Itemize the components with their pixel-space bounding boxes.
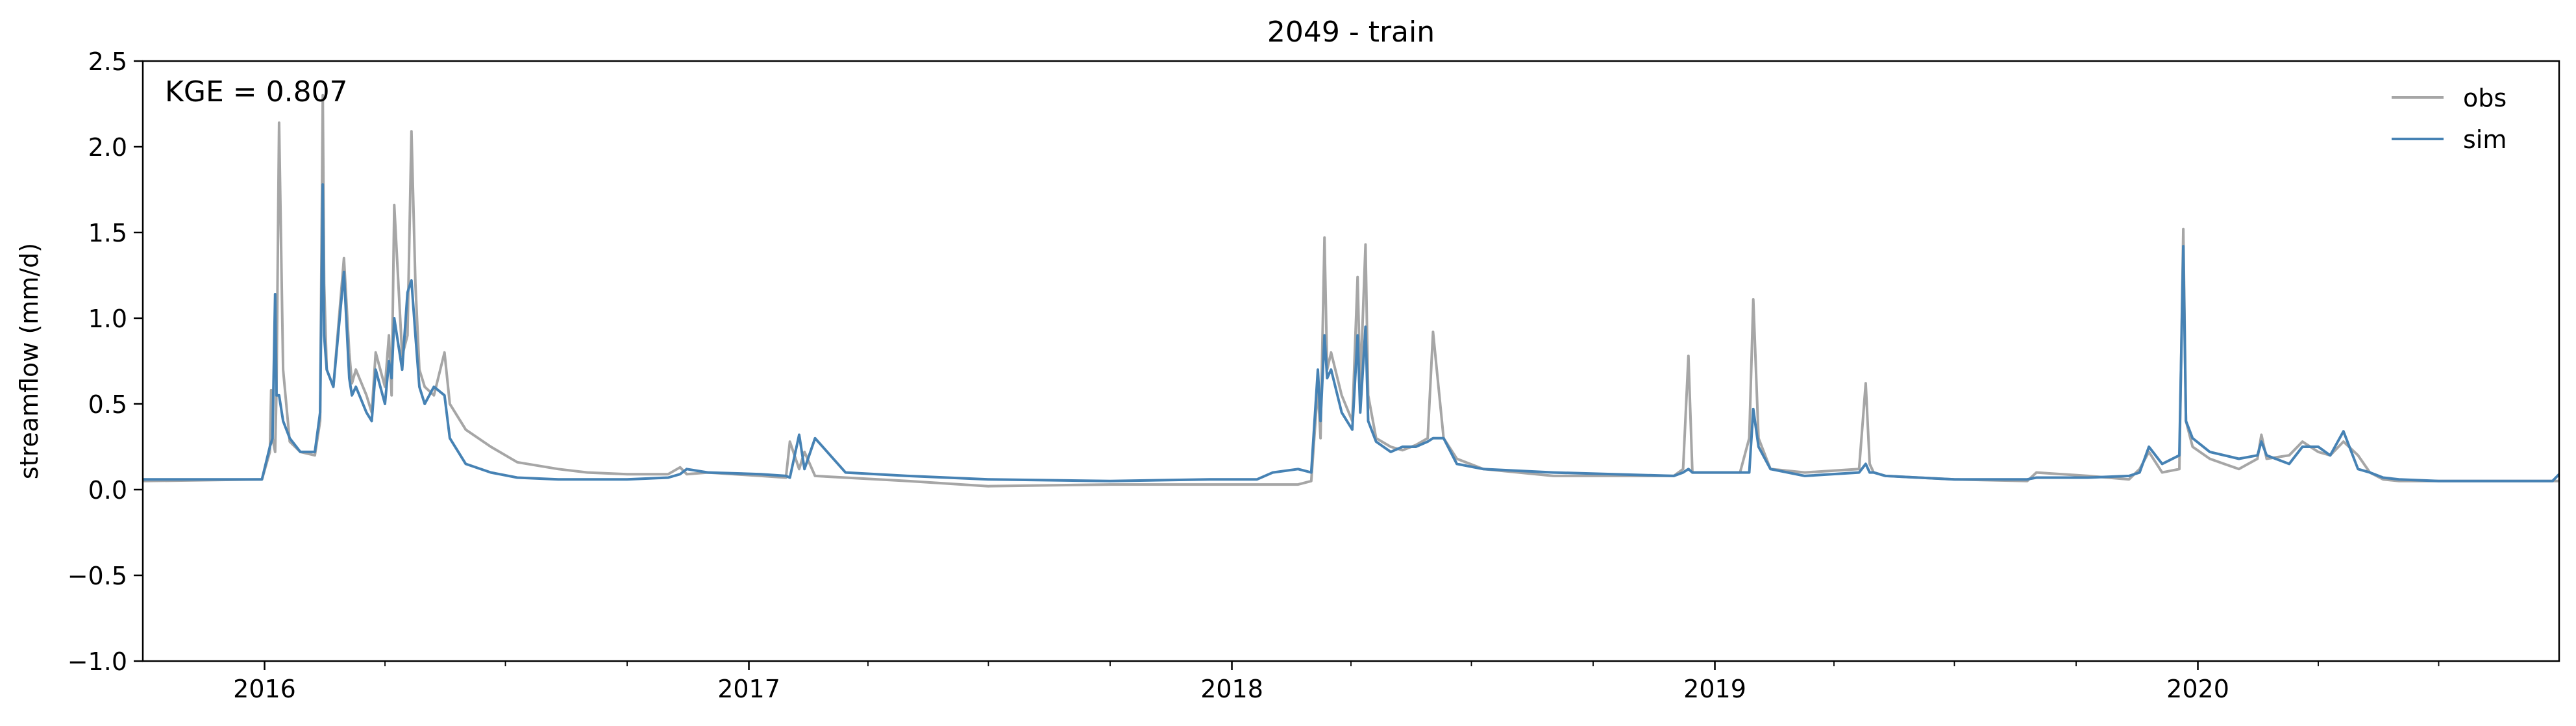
series-line-obs xyxy=(142,94,2559,488)
y-tick-label: 0.0 xyxy=(88,476,127,505)
y-axis-label: streamflow (mm/d) xyxy=(15,243,43,479)
kge-annotation: KGE = 0.807 xyxy=(165,75,348,108)
y-tick-label: 2.5 xyxy=(88,47,127,76)
y-tick-label: 0.5 xyxy=(88,390,127,419)
x-tick-label: 2016 xyxy=(233,675,296,703)
y-tick-label: −0.5 xyxy=(68,562,127,590)
legend: obs sim xyxy=(2392,84,2507,154)
y-tick-label: −1.0 xyxy=(68,647,127,676)
x-tick-label: 2020 xyxy=(2166,675,2229,703)
chart-title: 2049 - train xyxy=(1267,16,1435,49)
y-tick-label: 1.0 xyxy=(88,305,127,333)
legend-label-obs: obs xyxy=(2463,84,2507,112)
series-layer xyxy=(142,94,2560,488)
series-line-sim xyxy=(143,183,2560,482)
x-tick-label: 2019 xyxy=(1683,675,1746,703)
x-tick-label: 2017 xyxy=(717,675,780,703)
legend-label-sim: sim xyxy=(2463,125,2507,154)
y-tick-label: 1.5 xyxy=(88,219,127,247)
y-tick-label: 2.0 xyxy=(88,133,127,162)
x-tick-label: 2018 xyxy=(1200,675,1263,703)
axes-layer: −1.0 −0.5 0.0 0.5 1.0 1.5 2.0 2.5 2016 2017 2018 20… xyxy=(68,47,2560,703)
